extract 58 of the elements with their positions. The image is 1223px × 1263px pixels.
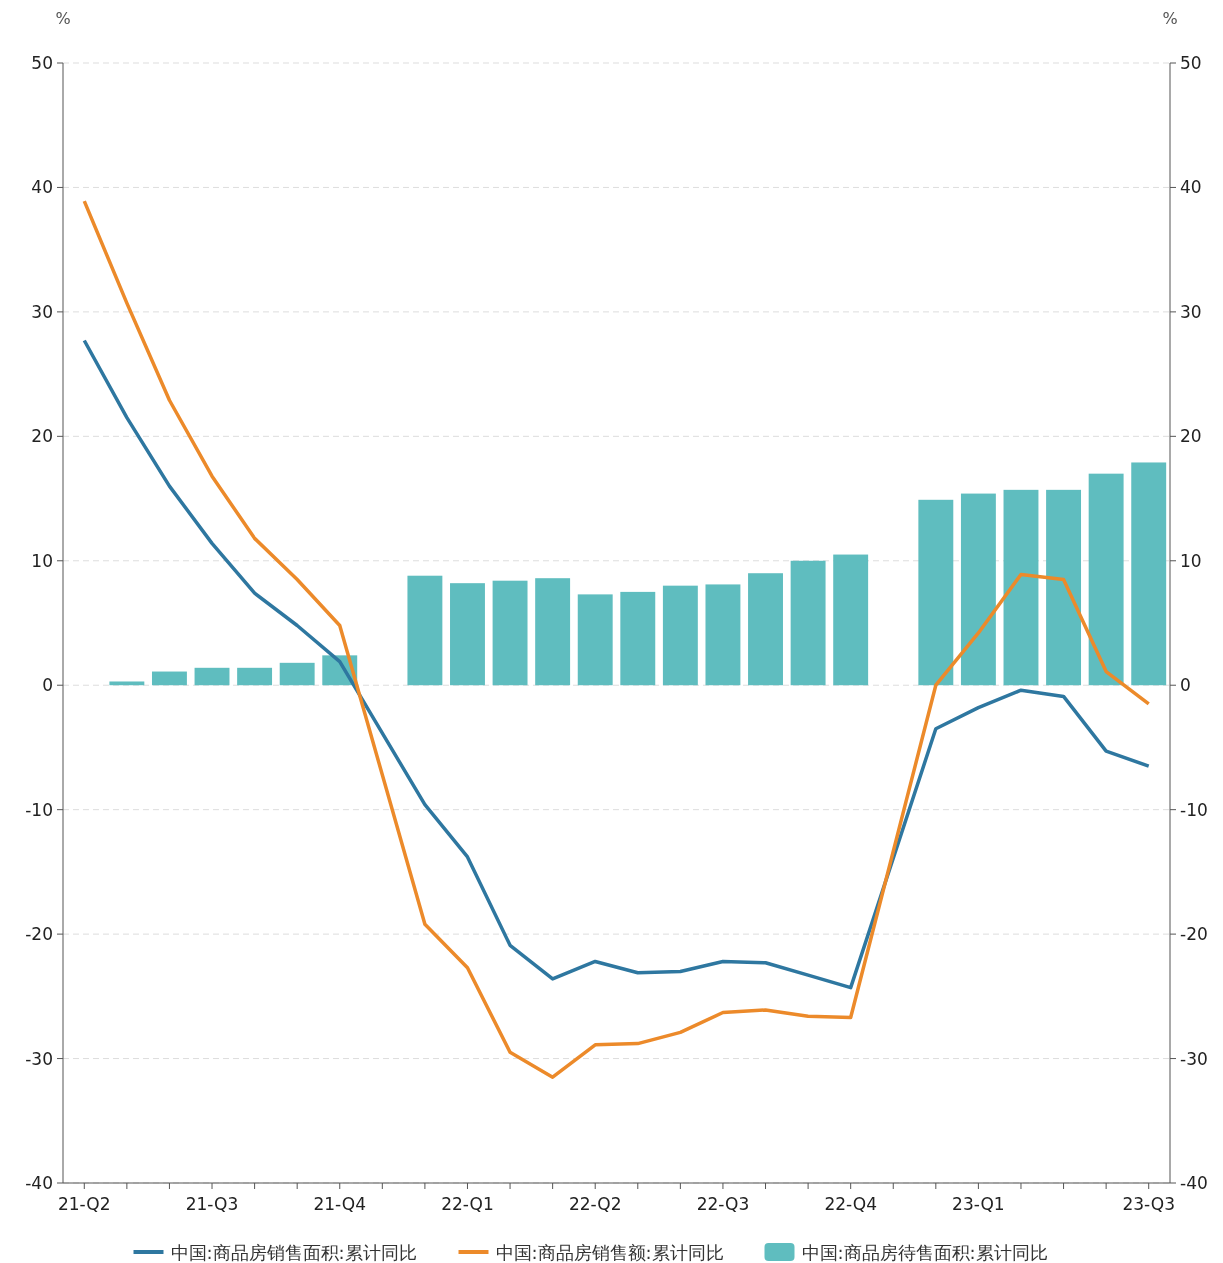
y-tick-label: -20	[25, 924, 53, 945]
bar	[748, 573, 783, 686]
bar	[662, 585, 698, 686]
x-tick-label: 23-Q3	[1122, 1194, 1176, 1214]
x-tick-label: 21-Q4	[313, 1194, 367, 1214]
bar	[918, 499, 954, 686]
y-tick-label: 10	[31, 550, 53, 571]
y-tick-label: 40	[31, 177, 53, 198]
y-tick-label: -40	[25, 1173, 53, 1193]
legend-label: 中国:商品房销售额:累计同比	[495, 1242, 724, 1263]
bar	[279, 662, 315, 686]
y-tick-label: 0	[42, 675, 53, 696]
bar	[790, 560, 826, 686]
bar	[194, 667, 230, 686]
bar	[151, 671, 187, 686]
x-tick-label: 23-Q1	[952, 1194, 1005, 1214]
bar	[407, 575, 443, 686]
y-axis-title: %	[55, 9, 71, 28]
legend-label: 中国:商品房销售面积:累计同比	[170, 1242, 417, 1263]
x-tick-label: 22-Q4	[824, 1194, 877, 1214]
y2-tick-label: 20	[1180, 426, 1202, 447]
x-tick-label: 22-Q1	[441, 1194, 494, 1214]
y-tick-label: -10	[25, 799, 53, 820]
bar	[1046, 489, 1082, 686]
bar	[1131, 462, 1167, 686]
y-tick-label: 30	[31, 301, 53, 322]
x-tick-label: 21-Q2	[57, 1194, 111, 1214]
y2-tick-label: -20	[1180, 924, 1208, 945]
x-tick-label: 21-Q3	[185, 1194, 239, 1214]
y2-tick-label: 30	[1180, 301, 1202, 322]
bar	[450, 583, 485, 686]
x-tick-label: 22-Q3	[696, 1194, 750, 1214]
y2-tick-label: -10	[1180, 799, 1208, 820]
y-tick-label: 50	[31, 53, 53, 73]
y2-tick-label: 50	[1180, 53, 1202, 73]
bar	[492, 580, 528, 686]
bar	[1088, 473, 1124, 686]
bar	[109, 681, 145, 686]
x-tick-label: 22-Q2	[568, 1194, 622, 1214]
y-tick-label: 20	[31, 426, 53, 447]
bar	[1003, 489, 1039, 686]
bar	[237, 667, 273, 686]
bar	[705, 584, 741, 686]
bar	[577, 594, 613, 686]
y-tick-label: -30	[25, 1048, 53, 1069]
y2-axis-title: %	[1162, 9, 1178, 28]
y2-tick-label: 10	[1180, 550, 1202, 571]
line-series	[82, 199, 1151, 1079]
bar	[535, 578, 571, 686]
bar	[620, 591, 656, 686]
y2-tick-label: 40	[1180, 177, 1202, 198]
y2-tick-label: -30	[1180, 1048, 1208, 1069]
bar	[960, 493, 996, 686]
bar	[833, 554, 869, 686]
y2-tick-label: 0	[1180, 675, 1191, 696]
y2-tick-label: -40	[1180, 1173, 1208, 1193]
line-series	[82, 338, 1151, 990]
legend-label: 中国:商品房待售面积:累计同比	[801, 1242, 1048, 1263]
